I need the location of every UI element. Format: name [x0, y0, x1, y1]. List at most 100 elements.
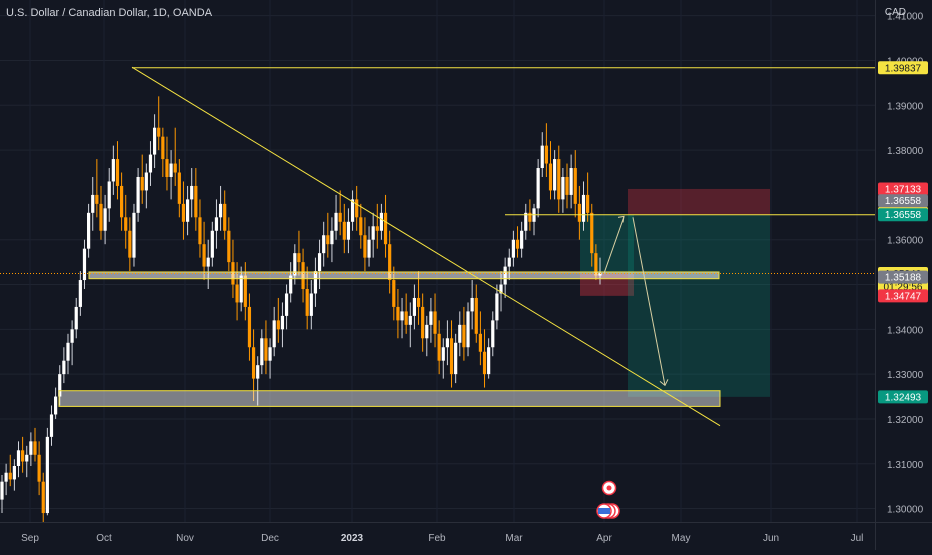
candle-body	[124, 217, 128, 231]
price-badge-label: 01:29:56	[884, 282, 923, 293]
candle-body	[565, 176, 569, 195]
candle-body	[152, 127, 157, 155]
candle-body	[355, 199, 359, 218]
candle-body	[515, 239, 520, 249]
candle-body	[120, 185, 124, 218]
candle-body	[557, 159, 561, 200]
time-tick-label: Nov	[176, 533, 194, 544]
candle-body	[573, 168, 577, 204]
candle-body	[218, 203, 223, 218]
candle-body	[190, 185, 194, 200]
candle-body	[313, 271, 318, 294]
candle-body	[78, 280, 82, 307]
candle-body	[16, 450, 21, 466]
price-badge-label: 1.35188	[885, 273, 922, 284]
candle-body	[581, 194, 586, 222]
candle-body	[54, 396, 58, 415]
candle-body	[305, 289, 309, 316]
candle-body	[49, 414, 54, 437]
candle-body	[487, 347, 491, 375]
candle-body	[367, 239, 371, 258]
grid-layer	[0, 0, 875, 522]
price-tick-label: 1.31000	[887, 460, 924, 471]
candle-body	[239, 275, 243, 303]
price-badge	[878, 182, 928, 196]
candle-body	[371, 226, 375, 240]
candle-body	[136, 176, 140, 213]
candles	[0, 96, 602, 522]
candle-body	[400, 311, 404, 321]
candle-body	[326, 235, 330, 245]
short-stop-zone	[628, 188, 770, 215]
candle-body	[247, 306, 252, 348]
candle-body	[322, 235, 326, 254]
candle-body	[177, 172, 181, 204]
candle-body	[210, 230, 214, 258]
candle-body	[586, 194, 590, 213]
candle-body	[334, 212, 338, 231]
candle-body	[0, 481, 4, 500]
candle-body	[70, 329, 74, 343]
candle-body	[185, 199, 190, 222]
symbol-title: U.S. Dollar / Canadian Dollar, 1D, OANDA	[6, 7, 213, 19]
candle-body	[214, 217, 219, 231]
candle-body	[350, 199, 355, 222]
candle-body	[577, 203, 581, 222]
candle-body	[21, 450, 25, 462]
time-tick-label: Dec	[261, 533, 279, 544]
short-target-zone	[628, 214, 770, 397]
candle-body	[338, 212, 342, 222]
candle-body	[268, 347, 272, 361]
candle-body	[194, 185, 198, 218]
candle-body	[62, 360, 66, 375]
candle-body	[206, 257, 210, 267]
candle-body	[41, 481, 45, 514]
candle-body	[87, 212, 91, 249]
candle-body	[8, 472, 12, 480]
price-tick-label: 1.30000	[887, 505, 924, 516]
candle-body	[520, 230, 524, 249]
candle-body	[462, 324, 466, 348]
candle-body	[594, 253, 598, 276]
candle-body	[148, 154, 153, 173]
candle-body	[408, 315, 412, 325]
time-tick-label: Apr	[596, 533, 612, 544]
candle-body	[45, 436, 49, 514]
candle-body	[478, 333, 482, 352]
price-badges: 1.398371.371331.365891.365581.365581.352…	[878, 61, 928, 404]
price-badge	[878, 289, 928, 303]
candle-body	[144, 172, 148, 191]
candle-body	[99, 203, 103, 231]
time-tick-label: Jun	[763, 533, 779, 544]
candle-body	[202, 244, 206, 267]
alert-markers[interactable]	[596, 480, 620, 519]
candle-body	[379, 212, 384, 231]
price-badge	[878, 194, 928, 208]
candle-body	[383, 212, 388, 245]
candle-body	[284, 293, 289, 316]
candle-body	[256, 365, 260, 379]
candle-body	[293, 253, 297, 276]
support-zone-upper	[88, 271, 720, 280]
price-tick-label: 1.32000	[887, 415, 924, 426]
candle-body	[95, 194, 99, 204]
projection-arrow-down	[632, 217, 666, 386]
candle-body	[404, 311, 408, 325]
time-tick-label: May	[672, 533, 691, 544]
price-tick-label: 1.33000	[887, 370, 924, 381]
support-zone-lower	[58, 390, 721, 407]
time-tick-label: Mar	[505, 533, 523, 544]
price-tick-label: 1.34000	[887, 325, 924, 336]
time-axis[interactable]: Sep Oct Nov Dec 2023 Feb Mar Apr May Jun Jul	[0, 522, 932, 545]
candle-body	[346, 221, 351, 240]
candle-body	[132, 212, 136, 258]
candle-body	[25, 454, 29, 462]
candle-body	[66, 342, 70, 361]
candle-body	[548, 163, 553, 191]
candle-body	[12, 465, 16, 480]
candle-body	[425, 324, 429, 339]
price-badge	[878, 61, 928, 75]
candle-body	[107, 181, 111, 209]
